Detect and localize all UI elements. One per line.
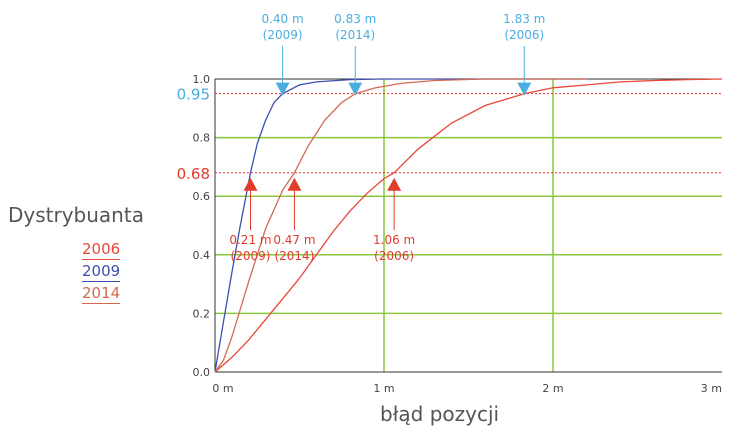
annotation-value: 0.21 m	[229, 233, 271, 247]
y-tick-label: 0.2	[193, 307, 211, 320]
y-axis-label: Dystrybuanta	[8, 203, 144, 227]
x-tick-label: 2 m	[542, 382, 563, 395]
annotation-year: (2009)	[263, 28, 303, 42]
annotation-year: (2006)	[504, 28, 544, 42]
annotation-year: (2006)	[374, 249, 414, 263]
y-tick-label: 1.0	[193, 73, 211, 86]
annotation-value: 0.47 m	[273, 233, 315, 247]
legend-item-2009: 2009	[82, 262, 121, 282]
x-tick-label: 0 m	[212, 382, 233, 395]
reference-line-label: 0.68	[177, 165, 210, 183]
annotation-year: (2014)	[274, 249, 314, 263]
annotation-arrow-head	[348, 82, 363, 96]
annotation-arrow-head	[517, 82, 532, 96]
series-line-2009	[214, 78, 587, 373]
series-line-2006	[214, 78, 723, 373]
legend-item-2006: 2006	[82, 240, 121, 260]
legend-item-2014: 2014	[82, 284, 121, 304]
y-tick-label: 0.8	[193, 132, 211, 145]
annotation-arrow-head	[275, 82, 290, 96]
annotation-value: 1.83 m	[503, 12, 545, 26]
series-line-2014	[214, 78, 587, 373]
annotation-value: 1.06 m	[373, 233, 415, 247]
reference-line-label: 0.95	[177, 86, 210, 104]
annotation-value: 0.83 m	[334, 12, 376, 26]
annotation-arrow-head	[287, 177, 302, 191]
x-tick-label: 1 m	[373, 382, 394, 395]
annotation-arrow-head	[387, 177, 402, 191]
annotation-arrow-head	[243, 177, 258, 191]
y-tick-label: 0.6	[193, 190, 211, 203]
x-axis-label: błąd pozycji	[380, 402, 500, 426]
annotation-year: (2014)	[335, 28, 375, 42]
y-tick-label: 0.0	[193, 366, 211, 379]
y-tick-label: 0.4	[193, 249, 211, 262]
annotation-value: 0.40 m	[261, 12, 303, 26]
annotation-year: (2009)	[231, 249, 271, 263]
x-tick-label: 3 m	[701, 382, 722, 395]
